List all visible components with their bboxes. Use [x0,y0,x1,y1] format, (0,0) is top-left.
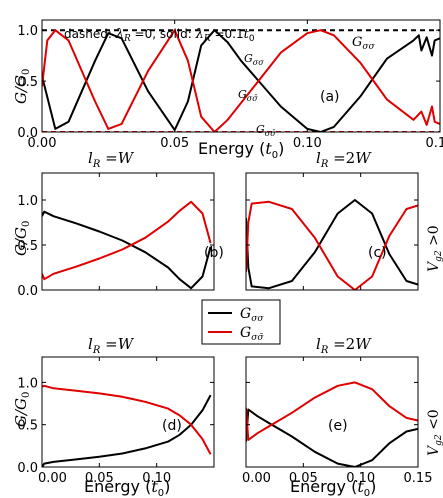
x-tick-label: 0.05 [85,471,114,486]
panel-a: 0.00 0.05 0.10 0.15 0.0 0.5 1.0 [17,19,443,151]
y-tick-label: 0.0 [17,284,38,299]
series-gss [42,210,212,290]
x-tick-label: 0.00 [38,471,67,486]
y-tick-label: 0.0 [17,126,38,141]
title-b: lR =W [88,149,135,170]
label-gss-solid: Gσσ [244,52,264,67]
header-note: dashed: λR =0, solid: λR =0.1t0 [64,27,255,44]
axes-frame [245,356,419,468]
panel-label-a: (a) [320,89,340,105]
panel-b: 0.0 0.5 1.0 [17,172,215,299]
y-tick-label: 1.0 [17,24,38,39]
axes-frame [245,172,419,291]
xlabel-d: Energy (t0) [84,477,170,498]
panel-c [245,172,419,291]
y-tick-label: 1.0 [17,194,38,209]
ylabel-a: G/G0 [12,69,32,104]
y-tick-label: 1.0 [17,376,38,391]
label-gsbar-solid: Gσσ̄ [238,88,258,103]
series-gss [246,408,418,467]
x-tick-label: 0.05 [160,136,189,151]
axes-frame [41,19,441,133]
axes-frame [41,172,215,291]
title-e: lR =2W [316,335,372,356]
series-gsbar [246,200,418,290]
series-gsbar [42,200,212,281]
legend: Gσσ Gσσ̄ [201,299,281,345]
panel-label-c: (c) [368,245,387,261]
x-tick-label: 0.05 [289,471,318,486]
series-gss [246,199,418,290]
y-tick-label: 0.5 [17,419,38,434]
annotation-layer: dashed: λR =0, solid: λR =0.1t0 Gσσ Gσσ … [12,27,443,498]
title-c: lR =2W [316,149,372,170]
x-tick-label: 0.00 [242,471,271,486]
axes-frame [41,356,215,468]
x-tick-label: 0.00 [28,136,57,151]
series-gss [42,29,440,132]
y-tick-label: 0.0 [17,461,38,476]
panel-d: 0.00 0.05 0.10 0.0 0.5 1.0 [17,356,215,486]
series-gss [42,394,212,467]
x-tick-label: 0.10 [346,471,375,486]
xlabel-a: Energy (t0) [198,139,284,161]
series-gsbar [42,29,440,132]
ylabel-b: G/G0 [12,221,32,256]
series-gsbar [246,381,418,441]
x-tick-label: 0.10 [293,136,322,151]
panel-label-d: (d) [162,418,182,434]
y-tick-label: 0.5 [17,75,38,90]
panel-label-e: (e) [328,418,348,434]
x-tick-label: 0.15 [404,471,433,486]
x-tick-label: 0.10 [142,471,171,486]
panel-label-b: (b) [204,245,224,261]
title-d: lR =W [88,335,135,356]
plot-layer: 0.000.050.100.150.00.51.00.00.51.00.000.… [17,19,443,486]
ylabel-d: G/G0 [12,392,32,427]
label-gsbar-dashed: Gσσ̄ [256,123,276,138]
xlabel-e: Energy (t0) [290,477,376,498]
label-gss-dashed: Gσσ [352,35,376,52]
x-tick-label: 0.15 [426,136,443,151]
series-gsbar [42,384,212,455]
ylabel-e: Vg2 <0 [426,409,443,456]
y-tick-label: 0.5 [17,239,38,254]
panel-e: 0.00 0.05 0.10 0.15 [242,356,433,486]
ylabel-c: Vg2 >0 [426,225,443,272]
